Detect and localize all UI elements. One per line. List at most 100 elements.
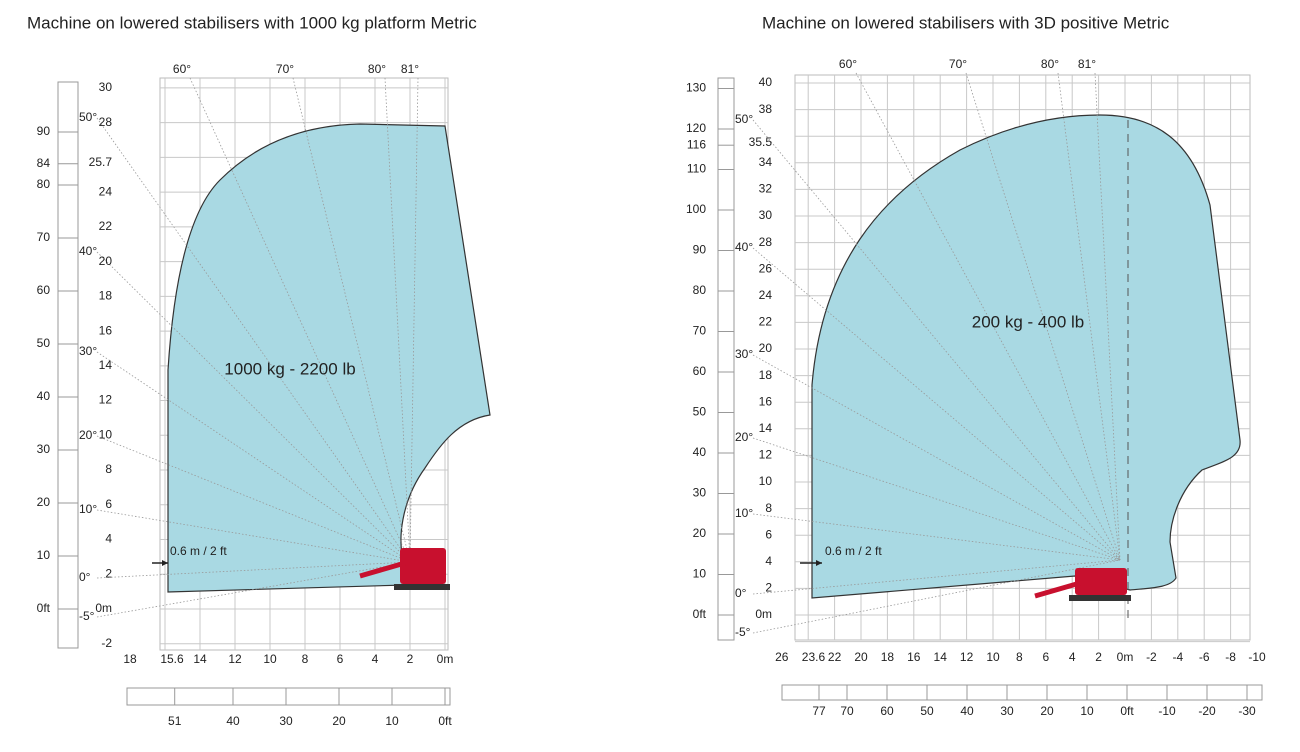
y-feet-label: 120 [686, 121, 706, 135]
angle-ray [409, 77, 419, 563]
y-feet-label: 80 [693, 283, 707, 297]
x-metric-label: 23.6 [802, 650, 826, 664]
x-feet-label: -10 [1158, 704, 1176, 718]
machine-boom [359, 560, 406, 579]
y-feet-label: 20 [37, 495, 51, 509]
y-metric-label: 22 [759, 315, 773, 329]
x-feet-label: -20 [1198, 704, 1216, 718]
y-metric-label: 14 [759, 421, 773, 435]
feet-scale-y [57, 81, 79, 649]
angle-ray [384, 77, 411, 563]
y-metric-label: 0m [95, 601, 112, 615]
angle-ray [855, 72, 1121, 561]
y-feet-label: 130 [686, 81, 706, 95]
y-feet-label: 30 [693, 486, 707, 500]
x-feet-label: 30 [279, 714, 293, 728]
y-feet-label: 30 [37, 442, 51, 456]
angle-label: 30° [79, 344, 97, 358]
y-metric-label: 8 [105, 462, 112, 476]
offset-label: 0.6 m / 2 ft [825, 544, 882, 558]
y-metric-label: -2 [101, 636, 112, 650]
y-metric-label: 2 [765, 581, 772, 595]
x-feet-label: 51 [168, 714, 182, 728]
offset-label: 0.6 m / 2 ft [170, 544, 227, 558]
x-metric-label: 16 [907, 650, 921, 664]
feet-scale-x [781, 684, 1263, 701]
angle-label: 70° [276, 62, 294, 76]
y-feet-label: 60 [693, 364, 707, 378]
angle-label: 10° [79, 502, 97, 516]
grid-frame [794, 74, 1251, 641]
angle-ray [96, 117, 411, 563]
x-metric-label: 0m [1117, 650, 1134, 664]
y-metric-label: 4 [105, 532, 112, 546]
x-metric-label: 22 [828, 650, 842, 664]
x-metric-label: -2 [1146, 650, 1157, 664]
angle-label: 50° [735, 112, 753, 126]
angle-label: 80° [1041, 57, 1059, 71]
machine-body [400, 548, 446, 584]
x-feet-label: 0ft [1120, 704, 1134, 718]
offset-arrowhead [162, 560, 168, 566]
angle-ray [752, 354, 1121, 561]
angle-label: 0° [735, 586, 747, 600]
y-metric-label: 38 [759, 102, 773, 116]
machine-base [1069, 595, 1131, 601]
y-metric-label: 12 [759, 448, 773, 462]
working-envelope [811, 114, 1241, 599]
x-metric-label: 12 [228, 652, 242, 666]
x-metric-label: 12 [960, 650, 974, 664]
angle-label: 70° [949, 57, 967, 71]
angle-ray [1094, 72, 1121, 561]
feet-scale-x [126, 687, 451, 706]
y-metric-label: 35.5 [749, 135, 773, 149]
x-metric-label: -4 [1172, 650, 1183, 664]
x-feet-label: 20 [332, 714, 346, 728]
x-metric-label: 6 [337, 652, 344, 666]
y-metric-label: 6 [765, 527, 772, 541]
x-feet-label: 20 [1040, 704, 1054, 718]
y-metric-label: 30 [99, 80, 113, 94]
angle-ray [96, 435, 411, 563]
x-feet-label: 50 [920, 704, 934, 718]
offset-arrowhead [816, 560, 822, 566]
y-feet-label: 0ft [37, 601, 51, 615]
x-metric-label: 6 [1042, 650, 1049, 664]
y-metric-label: 0m [755, 607, 772, 621]
load-label: 1000 kg - 2200 lb [224, 359, 355, 378]
angle-label: 30° [735, 347, 753, 361]
y-feet-label: 50 [693, 405, 707, 419]
y-feet-label: 116 [687, 137, 706, 151]
x-metric-label: 18 [123, 652, 137, 666]
angle-ray [752, 437, 1121, 561]
y-metric-label: 18 [759, 368, 773, 382]
y-feet-label: 60 [37, 283, 51, 297]
working-envelope [167, 123, 491, 593]
x-feet-label: 60 [880, 704, 894, 718]
y-metric-label: 22 [99, 219, 113, 233]
y-feet-label: 0ft [693, 607, 707, 621]
y-metric-label: 16 [759, 394, 773, 408]
machine-base [394, 584, 450, 590]
y-metric-label: 28 [99, 115, 113, 129]
y-feet-label: 10 [693, 567, 707, 581]
y-metric-label: 32 [759, 182, 773, 196]
y-feet-label: 80 [37, 177, 51, 191]
panel-right: 50° 40° 30° 20° 10° 0° -5° 60° 70° 80° 81° 40 38 35.5… [686, 13, 1266, 718]
x-feet-label: -30 [1238, 704, 1256, 718]
x-metric-label: 2 [1095, 650, 1102, 664]
x-metric-label: 18 [881, 650, 895, 664]
x-feet-label: 77 [812, 704, 826, 718]
y-metric-label: 2 [105, 566, 112, 580]
y-metric-label: 12 [99, 393, 113, 407]
angle-ray [96, 561, 411, 618]
angle-label: 40° [735, 240, 753, 254]
y-metric-label: 8 [765, 501, 772, 515]
y-metric-label: 30 [759, 208, 773, 222]
angle-label: -5° [735, 625, 751, 639]
feet-scale-y [717, 77, 735, 641]
angle-ray [965, 72, 1121, 561]
x-feet-label: 40 [960, 704, 974, 718]
angle-label: 0° [79, 570, 91, 584]
y-metric-label: 34 [759, 155, 773, 169]
